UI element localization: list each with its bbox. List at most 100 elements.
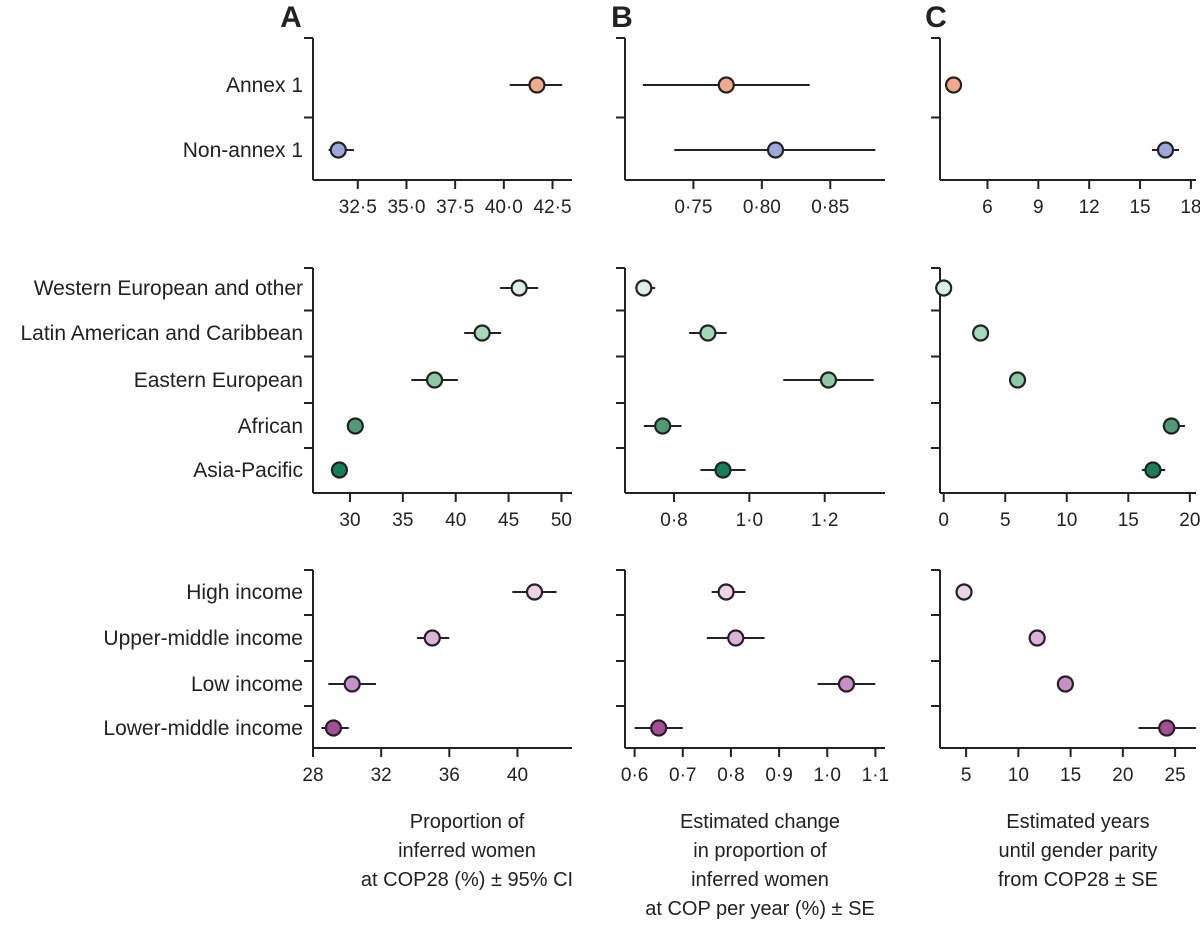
panel-c-income: 5 10 15 20 25 — [931, 569, 1196, 786]
point-african — [654, 417, 672, 435]
point-high-income — [717, 583, 735, 601]
category-label-eastern-european: Eastern European — [134, 369, 303, 392]
panel-a-region: 30 35 40 45 50 — [304, 267, 572, 531]
point-upper-middle-income — [727, 629, 745, 647]
annex-group-row: Annex 1 Non-annex 1 32·5 35·0 37·5 40·0 42·5 0·… — [183, 37, 1200, 218]
x-axis-title-line: Proportion of — [410, 811, 525, 833]
point-latin-american-and-caribbean — [699, 324, 717, 342]
point-lower-middle-income — [1158, 719, 1176, 737]
x-tick-label: 40 — [445, 510, 466, 531]
point-latin-american-and-caribbean — [972, 324, 990, 342]
x-axis-title-line: at COP per year (%) ± SE — [645, 898, 875, 920]
x-tick-label: 15 — [1129, 197, 1150, 218]
x-axis-title-line: at COP28 (%) ± 95% CI — [361, 869, 573, 891]
panel-letter-a: A — [280, 1, 302, 34]
panel-b-annex: 0·75 0·80 0·85 — [616, 37, 885, 218]
point-low-income — [837, 675, 856, 693]
x-tick-label: 1·2 — [811, 510, 838, 531]
x-tick-label: 0·85 — [811, 197, 849, 218]
x-tick-label: 0·9 — [765, 765, 792, 786]
x-tick-label: 10 — [1008, 765, 1029, 786]
point-annex-1 — [528, 76, 546, 94]
x-tick-label: 5 — [961, 765, 972, 786]
x-axis-titles: Proportion of inferred women at COP28 (%) … — [361, 811, 1158, 920]
x-tick-label: 35 — [392, 510, 413, 531]
point-non-annex-1 — [329, 141, 347, 159]
category-label-western-european-and-other: Western European and other — [34, 277, 303, 300]
point-eastern-european — [425, 371, 444, 389]
x-tick-label: 42·5 — [534, 197, 572, 218]
x-tick-label: 10 — [1056, 510, 1077, 531]
x-tick-label: 0 — [938, 510, 949, 531]
x-tick-label: 40·0 — [485, 197, 523, 218]
x-tick-label: 32·5 — [339, 197, 377, 218]
x-tick-label: 25 — [1165, 765, 1186, 786]
x-tick-label: 9 — [1033, 197, 1044, 218]
panel-a-annex: 32·5 35·0 37·5 40·0 42·5 — [304, 37, 572, 218]
category-label-upper-middle-income: Upper-middle income — [103, 627, 303, 650]
point-non-annex-1 — [766, 141, 785, 159]
x-tick-label: 0·8 — [660, 510, 687, 531]
panel-a-income: 28 32 36 40 — [302, 569, 572, 786]
x-tick-label: 0·6 — [621, 765, 648, 786]
x-tick-label: 18 — [1180, 197, 1200, 218]
point-western-european-and-other — [935, 279, 953, 297]
x-tick-label: 6 — [982, 197, 993, 218]
x-tick-label: 0·8 — [717, 765, 744, 786]
x-tick-label: 40 — [507, 765, 528, 786]
category-label-lower-middle-income: Lower-middle income — [103, 717, 303, 740]
x-axis-title-line: until gender parity — [999, 840, 1158, 862]
panel-letter-c: C — [925, 1, 947, 34]
x-tick-label: 0·80 — [743, 197, 781, 218]
panel-b-region: 0·8 1·0 1·2 — [616, 267, 885, 531]
point-asia-pacific — [330, 461, 349, 479]
x-axis-title-line: Estimated years — [1006, 811, 1149, 833]
point-lower-middle-income — [324, 719, 343, 737]
region-group-row: Western European and other Latin American… — [20, 267, 1200, 531]
x-tick-label: 1·0 — [736, 510, 763, 531]
point-latin-american-and-caribbean — [473, 324, 491, 342]
category-label-low-income: Low income — [191, 673, 303, 696]
x-tick-label: 32 — [371, 765, 392, 786]
x-tick-label: 1·0 — [813, 765, 840, 786]
panel-b-income: 0·6 0·7 0·8 0·9 1·0 1·1 — [616, 569, 889, 786]
x-tick-label: 5 — [1000, 510, 1011, 531]
point-high-income — [525, 583, 544, 601]
x-axis-title-line: inferred women — [398, 840, 536, 862]
x-axis-title-line: from COP28 ± SE — [998, 869, 1158, 891]
x-tick-label: 28 — [302, 765, 323, 786]
point-asia-pacific — [1144, 461, 1162, 479]
point-low-income — [1056, 675, 1074, 693]
panel-letter-b: B — [611, 1, 633, 34]
x-tick-label: 30 — [339, 510, 360, 531]
point-asia-pacific — [714, 461, 732, 479]
point-lower-middle-income — [650, 719, 668, 737]
point-eastern-european — [819, 371, 838, 389]
point-upper-middle-income — [1028, 629, 1046, 647]
x-tick-label: 35·0 — [387, 197, 425, 218]
x-tick-label: 15 — [1118, 510, 1139, 531]
x-axis-title-line: inferred women — [691, 869, 829, 891]
income-group-row: High income Upper-middle income Low income… — [103, 569, 1196, 786]
point-annex-1 — [944, 76, 963, 94]
x-tick-label: 45 — [498, 510, 519, 531]
x-tick-label: 12 — [1079, 197, 1100, 218]
point-low-income — [343, 675, 361, 693]
x-tick-label: 0·7 — [669, 765, 696, 786]
panel-c-annex: 6 9 12 15 18 — [931, 37, 1200, 218]
x-tick-label: 36 — [439, 765, 460, 786]
x-tick-label: 15 — [1060, 765, 1081, 786]
point-eastern-european — [1008, 371, 1027, 389]
x-tick-label: 37·5 — [436, 197, 474, 218]
category-label-high-income: High income — [186, 581, 303, 604]
point-upper-middle-income — [423, 629, 441, 647]
x-tick-label: 20 — [1179, 510, 1200, 531]
point-african — [346, 417, 364, 435]
category-label-asia-pacific: Asia-Pacific — [193, 459, 303, 482]
x-axis-title-line: in proportion of — [693, 840, 827, 862]
point-non-annex-1 — [1156, 141, 1175, 159]
x-tick-label: 0·75 — [674, 197, 712, 218]
x-tick-label: 20 — [1112, 765, 1133, 786]
category-label-annex-1: Annex 1 — [226, 74, 303, 97]
